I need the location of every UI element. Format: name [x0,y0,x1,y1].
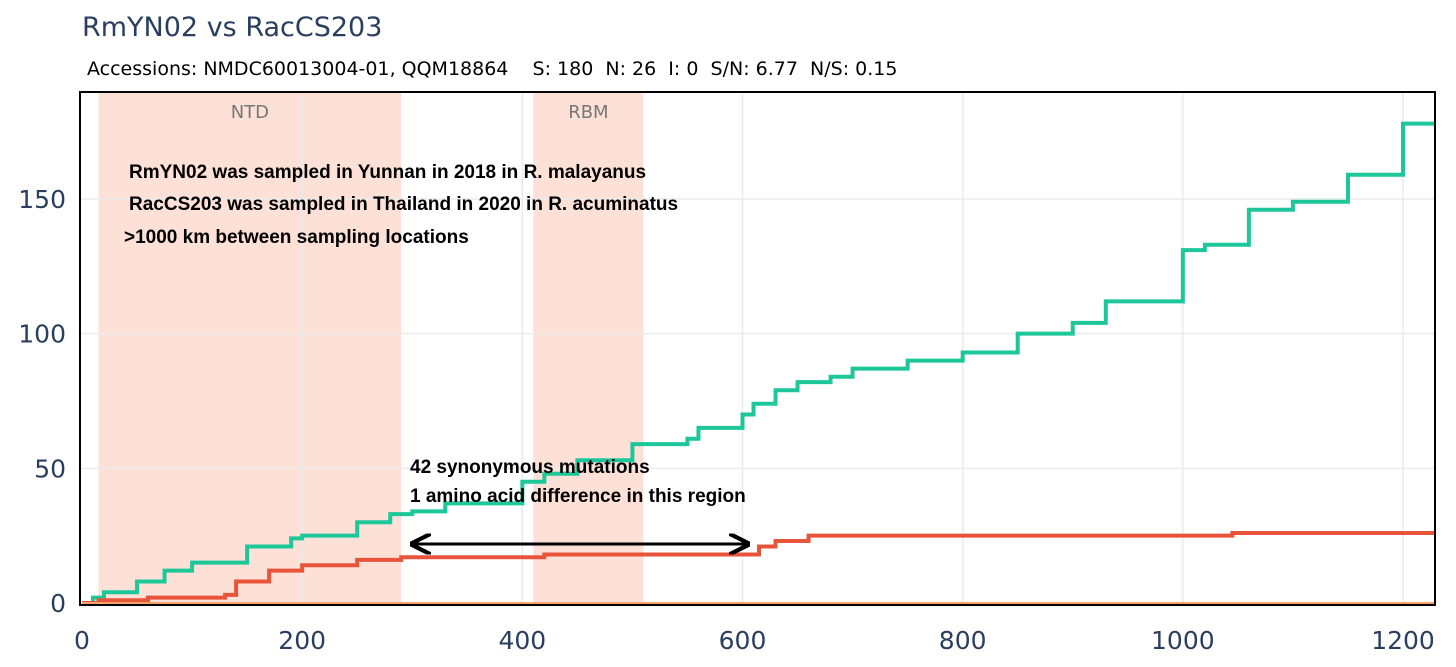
x-tick-label: 800 [939,626,987,655]
annotation-5: 1 amino acid difference in this region [410,486,746,507]
chart-subtitle: Accessions: NMDC60013004-01, QQM18864 S:… [87,58,898,80]
plot-frame [79,91,1436,606]
annotation-3: >1000 km between sampling locations [124,227,469,248]
x-tick-label: 200 [278,626,326,655]
series-nonsynonymous [82,530,1435,605]
annotation-4: 42 synonymous mutations [410,457,650,478]
x-tick-label: 1000 [1151,626,1215,655]
annotation-2: RacCS203 was sampled in Thailand in 2020… [129,194,678,215]
y-tick-label: 0 [50,589,66,618]
x-tick-label: 0 [74,626,90,655]
x-tick-label: 400 [498,626,546,655]
region-ntd [98,92,402,605]
annotation-1: RmYN02 was sampled in Yunnan in 2018 in … [129,162,646,183]
region-rbm [533,92,644,605]
y-tick-label: 50 [34,454,66,483]
region-label-rbm: RBM [568,102,608,123]
series-synonymous [82,118,1435,605]
chart-title: RmYN02 vs RacCS203 [82,12,383,43]
y-tick-label: 100 [18,320,66,349]
region-label-ntd: NTD [231,102,269,123]
x-tick-label: 1200 [1371,626,1435,655]
x-tick-label: 600 [719,626,767,655]
y-tick-label: 150 [18,185,66,214]
